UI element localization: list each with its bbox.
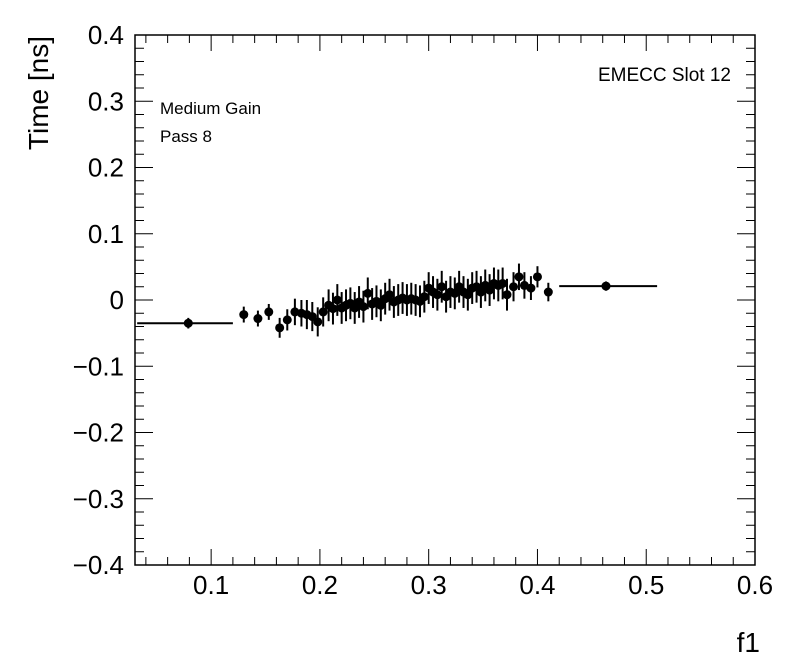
data-point-group <box>282 309 292 331</box>
data-point-group <box>275 317 285 338</box>
data-point <box>419 292 429 302</box>
y-tick-label: 0.3 <box>88 86 124 116</box>
x-tick-label: 0.2 <box>302 570 338 600</box>
data-point-group <box>463 278 473 311</box>
data-point-group <box>137 317 233 329</box>
data-point <box>363 288 373 298</box>
pass-label: Pass 8 <box>160 127 212 146</box>
data-point <box>239 310 249 320</box>
data-point <box>376 300 386 310</box>
data-point-group <box>485 274 495 306</box>
y-tick-label: 0.1 <box>88 219 124 249</box>
data-point-group <box>350 292 360 324</box>
data-point <box>514 272 524 282</box>
data-point <box>282 315 292 325</box>
data-point <box>358 302 368 312</box>
y-tick-label: −0.3 <box>73 484 124 514</box>
data-point-group <box>313 307 323 337</box>
y-tick-label: 0 <box>110 285 124 315</box>
data-points <box>137 263 658 338</box>
data-point <box>275 323 285 333</box>
data-point-group <box>376 289 386 322</box>
y-tick-label: −0.2 <box>73 418 124 448</box>
axis-tick-labels: 0.1 0.2 0.3 0.4 0.5 0.6 −0.4 −0.3 −0.2 −0.1 0 0.1 0.… <box>73 20 773 600</box>
axis-ticks <box>135 34 756 566</box>
data-point <box>264 307 274 317</box>
data-point-group <box>472 270 482 303</box>
data-point <box>332 295 342 305</box>
x-axis-title: f1 <box>737 627 760 658</box>
x-tick-label: 0.1 <box>193 570 229 600</box>
data-point-group <box>328 292 338 325</box>
y-axis-title: Time [ns] <box>23 36 54 150</box>
data-point-group <box>509 272 519 302</box>
data-point-group <box>532 266 542 288</box>
y-tick-label: 0.4 <box>88 20 124 50</box>
data-point <box>463 290 473 300</box>
data-point <box>253 314 263 324</box>
data-point <box>485 285 495 295</box>
data-point-group <box>454 270 464 303</box>
data-point <box>526 283 536 293</box>
data-point <box>313 317 323 327</box>
data-point-group <box>239 306 249 323</box>
data-point <box>509 282 519 292</box>
data-point-group <box>307 301 317 332</box>
data-point <box>450 288 460 298</box>
data-point <box>318 307 328 317</box>
data-point-group <box>345 287 355 320</box>
data-point-group <box>385 278 395 311</box>
data-point-group <box>514 263 524 291</box>
data-point <box>328 304 338 314</box>
data-point-group <box>419 280 429 313</box>
data-point <box>437 282 447 292</box>
y-tick-label: −0.1 <box>73 351 124 381</box>
data-point <box>476 287 486 297</box>
data-point-group <box>559 281 658 291</box>
data-point <box>543 287 553 297</box>
gain-label: Medium Gain <box>160 99 261 118</box>
x-tick-label: 0.5 <box>628 570 664 600</box>
data-point <box>532 272 542 282</box>
data-point-group <box>264 303 274 320</box>
data-point-group <box>502 278 512 311</box>
data-point-group <box>253 310 263 327</box>
y-tick-label: 0.2 <box>88 153 124 183</box>
data-point <box>601 281 611 291</box>
data-point-group <box>543 282 553 302</box>
data-point-group <box>450 277 460 310</box>
data-point-group <box>318 297 328 327</box>
data-point-group <box>332 284 342 316</box>
data-point-group <box>358 290 368 323</box>
x-tick-label: 0.4 <box>519 570 555 600</box>
x-tick-label: 0.6 <box>737 570 773 600</box>
data-point-group <box>526 276 536 300</box>
data-point <box>385 290 395 300</box>
y-tick-label: −0.4 <box>73 550 124 580</box>
data-point-group <box>476 276 486 308</box>
data-point <box>502 290 512 300</box>
data-point <box>498 278 508 288</box>
data-point-group <box>415 285 425 318</box>
data-point <box>432 290 442 300</box>
x-tick-label: 0.3 <box>411 570 447 600</box>
data-point-group <box>432 278 442 311</box>
data-point-group <box>354 286 364 318</box>
data-point <box>183 318 193 328</box>
data-point-group <box>480 269 490 302</box>
slot-label: EMECC Slot 12 <box>598 65 731 86</box>
